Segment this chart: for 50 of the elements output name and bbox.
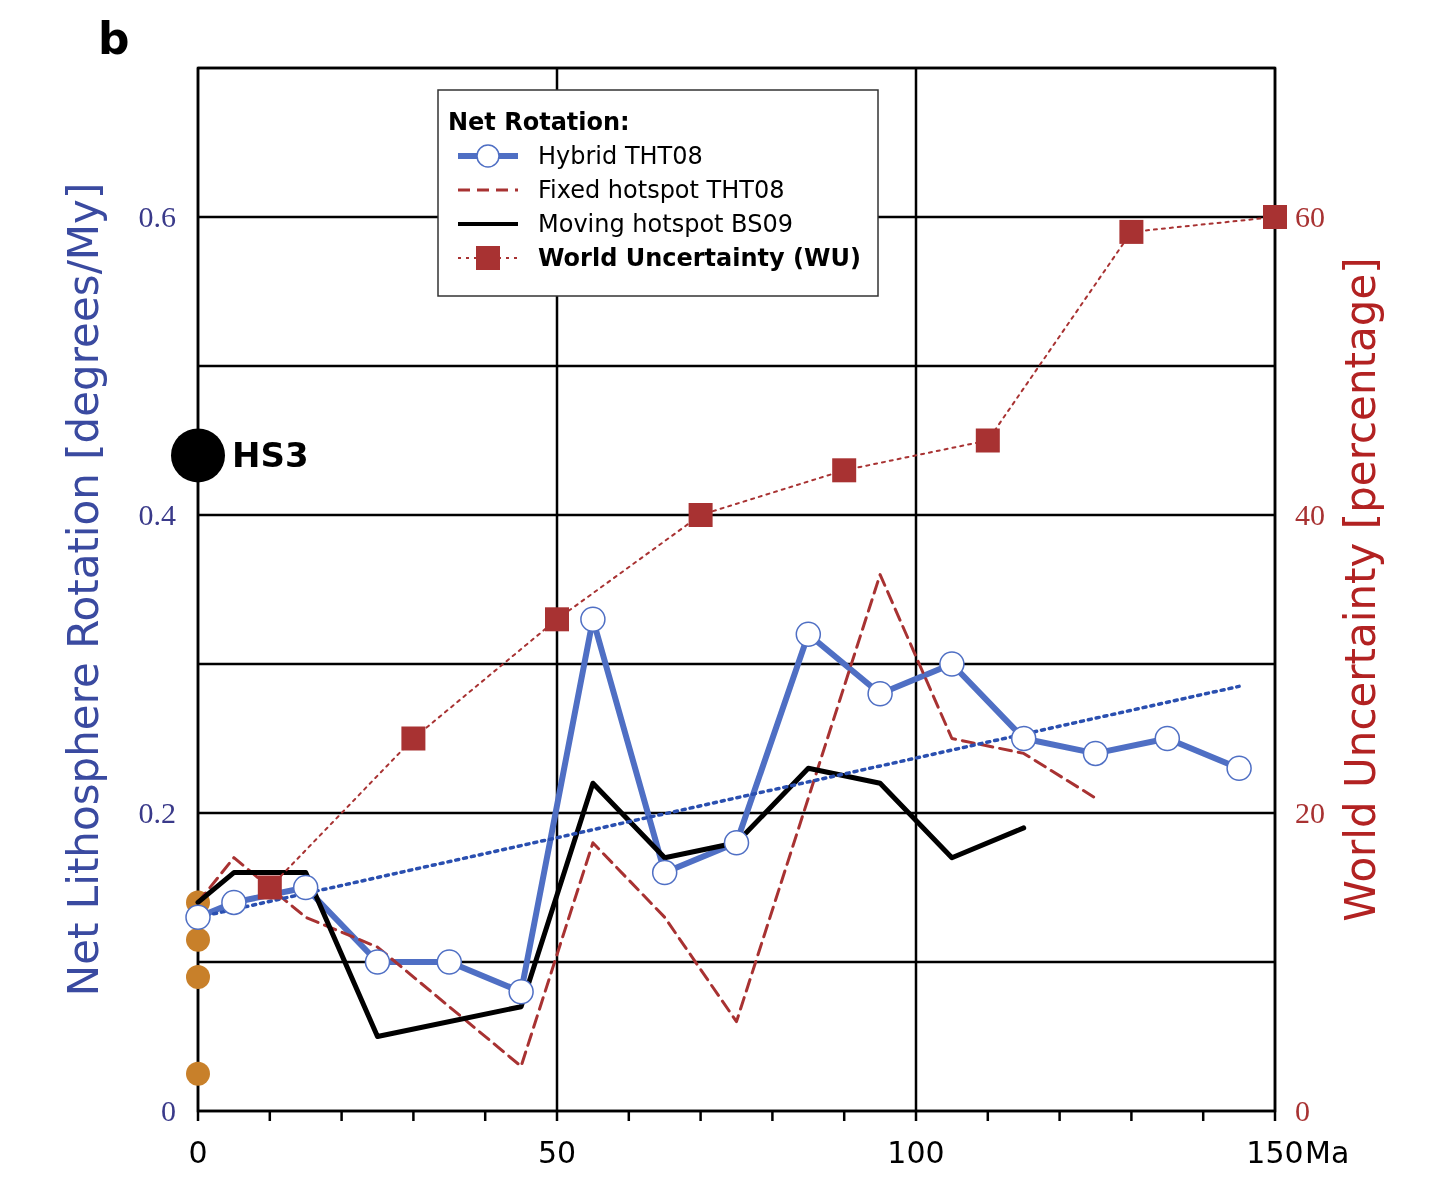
y2-axis-title: World Uncertainty [percentage]	[1336, 257, 1385, 922]
point	[1263, 205, 1287, 229]
y-tick-label: 0	[161, 1094, 176, 1127]
point	[1226, 755, 1252, 782]
point	[1119, 219, 1144, 244]
y2-tick-label: 40	[1295, 498, 1325, 531]
point	[508, 979, 534, 1005]
y2-tick-label: 0	[1295, 1094, 1310, 1127]
y-tick-label: 0.6	[138, 200, 176, 233]
point	[939, 651, 965, 677]
point	[580, 606, 606, 633]
point	[832, 458, 857, 483]
point	[436, 949, 463, 975]
legend-label: World Uncertainty (WU)	[538, 244, 861, 272]
point	[795, 621, 822, 647]
point	[186, 964, 210, 989]
point	[1082, 740, 1109, 767]
x-axis-title: Ma	[1305, 1135, 1350, 1170]
legend-label: Moving hotspot BS09	[538, 210, 793, 238]
series-label: HS3	[232, 435, 309, 476]
y2-tick-label: 20	[1295, 796, 1325, 829]
x-tick-label: 150	[1246, 1135, 1304, 1170]
point	[292, 874, 319, 901]
point	[186, 1061, 210, 1086]
point	[1010, 725, 1037, 752]
legend-label: Fixed hotspot THT08	[538, 176, 785, 204]
legend-label: Hybrid THT08	[538, 142, 703, 170]
x-tick-label: 0	[188, 1135, 208, 1170]
point	[688, 503, 713, 527]
point	[867, 681, 893, 707]
point	[186, 927, 210, 952]
point	[364, 949, 391, 975]
point	[401, 726, 426, 751]
y-tick-label: 0.4	[138, 498, 176, 531]
point	[1154, 725, 1181, 752]
point	[651, 859, 678, 886]
y2-tick-label: 60	[1295, 200, 1325, 233]
x-tick-label: 50	[537, 1135, 577, 1170]
point	[171, 428, 225, 483]
legend-title: Net Rotation:	[448, 108, 630, 136]
text: b	[98, 13, 130, 64]
point	[723, 830, 750, 856]
point	[257, 875, 282, 900]
x-tick-label: 100	[887, 1135, 945, 1170]
point	[185, 904, 211, 931]
y-tick-label: 0.2	[138, 796, 176, 829]
point	[545, 607, 569, 632]
y-axis-title: Net Lithosphere Rotation [degrees/My]	[59, 182, 108, 997]
point	[221, 889, 247, 916]
point	[975, 428, 1000, 453]
